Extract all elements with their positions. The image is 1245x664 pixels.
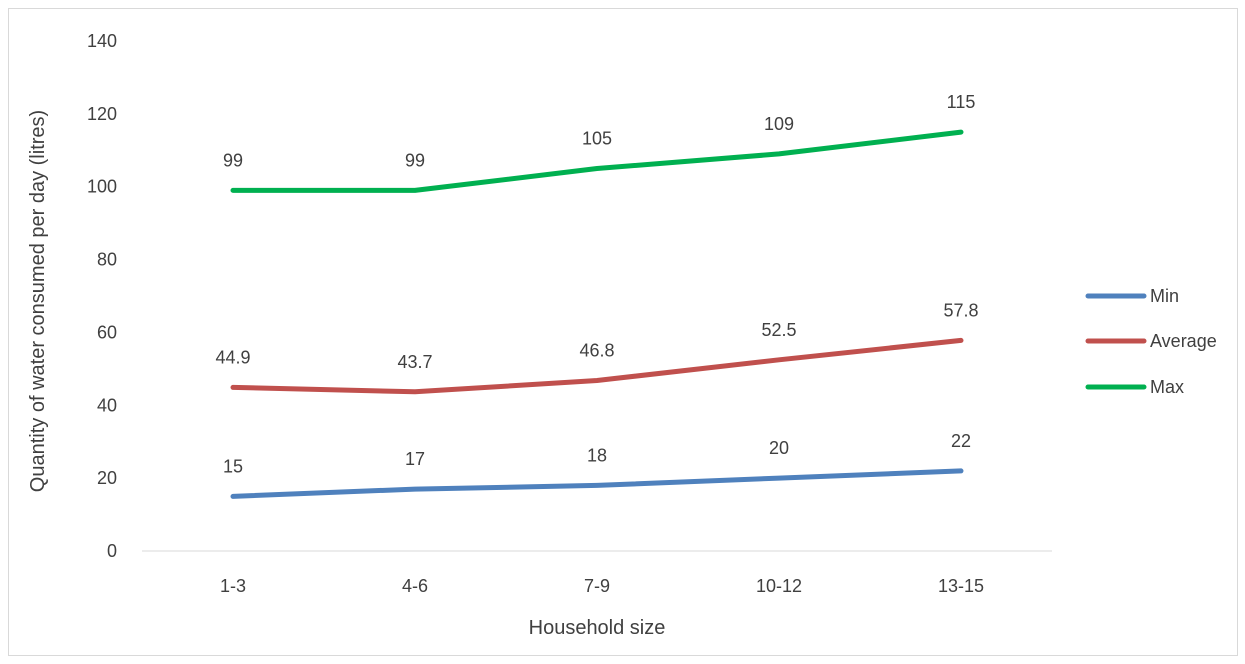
- chart-frame: [8, 8, 1238, 656]
- series-line-min: [230, 468, 964, 499]
- y-axis-tick-labels: 0 20 40 60 80 100 120 140: [87, 31, 117, 561]
- series-lines: [230, 129, 964, 499]
- legend-label-min: Min: [1150, 286, 1179, 306]
- x-axis-title: Household size: [529, 617, 666, 639]
- data-label: 43.7: [397, 352, 432, 372]
- y-tick-label: 60: [97, 322, 117, 342]
- legend: Min Average Max: [1085, 286, 1217, 397]
- x-tick-label: 13-15: [938, 576, 984, 596]
- data-label: 52.5: [761, 320, 796, 340]
- data-label: 22: [951, 431, 971, 451]
- x-axis-tick-labels: 1-3 4-6 7-9 10-12 13-15: [220, 576, 984, 596]
- data-label: 46.8: [579, 341, 614, 361]
- data-labels: 15 17 18 20 22 44.9 43.7 46.8 52.5 57.8 99 99 105 109…: [215, 92, 978, 476]
- data-label: 109: [764, 114, 794, 134]
- x-tick-label: 7-9: [584, 576, 610, 596]
- y-axis-title: Quantity of water consumed per day (litr…: [27, 110, 49, 492]
- data-label: 105: [582, 129, 612, 149]
- data-label: 44.9: [215, 347, 250, 367]
- y-tick-label: 0: [107, 541, 117, 561]
- legend-label-average: Average: [1150, 331, 1217, 351]
- x-tick-label: 4-6: [402, 576, 428, 596]
- legend-label-max: Max: [1150, 377, 1184, 397]
- series-line-average: [230, 337, 964, 395]
- x-tick-label: 10-12: [756, 576, 802, 596]
- series-line-max: [230, 129, 964, 193]
- data-label: 99: [405, 150, 425, 170]
- data-label: 115: [947, 92, 976, 112]
- data-label: 99: [223, 150, 243, 170]
- data-label: 57.8: [943, 300, 978, 320]
- y-tick-label: 100: [87, 177, 117, 197]
- y-tick-label: 80: [97, 250, 117, 270]
- data-label: 15: [223, 456, 243, 476]
- y-tick-label: 40: [97, 395, 117, 415]
- data-label: 18: [587, 445, 607, 465]
- y-tick-label: 20: [97, 468, 117, 488]
- y-tick-label: 140: [87, 31, 117, 51]
- data-label: 17: [405, 449, 425, 469]
- data-label: 20: [769, 438, 789, 458]
- y-tick-label: 120: [87, 104, 117, 124]
- x-tick-label: 1-3: [220, 576, 246, 596]
